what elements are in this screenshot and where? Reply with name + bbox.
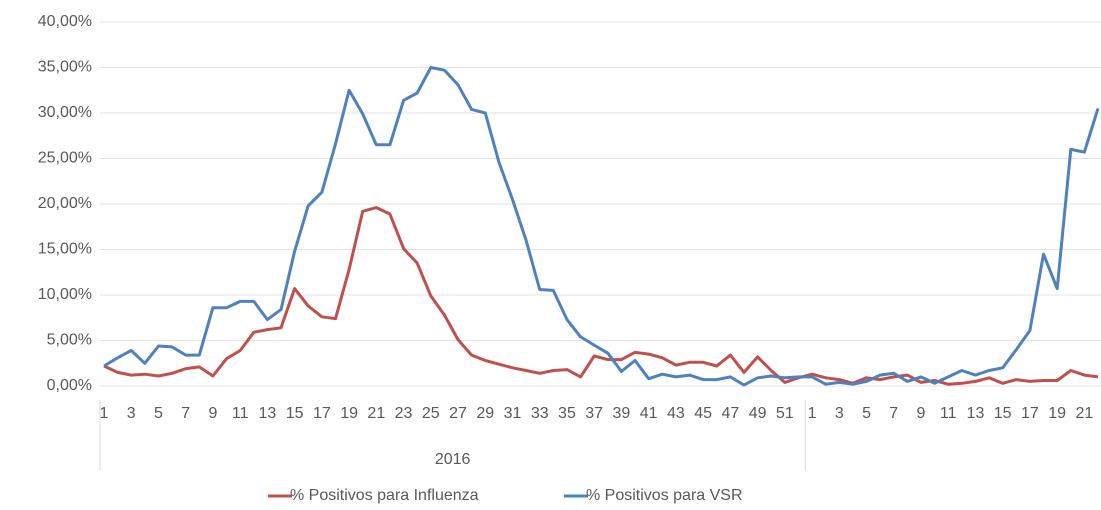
x-tick-label: 29 (476, 405, 494, 422)
y-tick-label: 35,00% (38, 59, 92, 76)
y-tick-label: 20,00% (38, 195, 92, 212)
x-tick-label: 31 (504, 405, 522, 422)
x-tick-label: 43 (667, 405, 685, 422)
x-group-label: 2016 (435, 451, 471, 468)
x-tick-label: 3 (835, 405, 844, 422)
y-tick-label: 15,00% (38, 241, 92, 258)
x-tick-label: 11 (940, 405, 957, 422)
x-tick-label: 37 (585, 405, 603, 422)
x-tick-label: 9 (917, 405, 926, 422)
x-tick-label: 11 (232, 405, 249, 422)
x-tick-label: 7 (889, 405, 898, 422)
x-tick-label: 19 (1048, 405, 1066, 422)
x-tick-label: 15 (286, 405, 304, 422)
x-tick-label: 21 (367, 405, 385, 422)
series-line (103, 66, 1100, 387)
x-tick-label: 45 (694, 405, 712, 422)
y-tick-label: 0,00% (47, 377, 92, 394)
x-tick-label: 51 (776, 405, 794, 422)
y-tick-label: 5,00% (47, 332, 92, 349)
x-tick-label: 1 (808, 405, 817, 422)
x-tick-label: 7 (181, 405, 190, 422)
x-tick-label: 33 (531, 405, 549, 422)
y-tick-label: 30,00% (38, 104, 92, 121)
x-tick-label: 27 (449, 405, 467, 422)
x-tick-label: 23 (395, 405, 413, 422)
x-tick-label: 5 (862, 405, 871, 422)
x-tick-label: 21 (1075, 405, 1093, 422)
y-tick-label: 40,00% (38, 13, 92, 30)
x-tick-label: 1 (100, 405, 109, 422)
y-tick-label: 10,00% (38, 286, 92, 303)
legend-label: % Positivos para Influenza (290, 487, 479, 504)
x-tick-label: 17 (1021, 405, 1039, 422)
x-tick-label: 49 (749, 405, 767, 422)
x-tick-label: 19 (340, 405, 358, 422)
x-tick-label: 9 (208, 405, 217, 422)
x-tick-label: 39 (613, 405, 631, 422)
x-tick-label: 17 (313, 405, 331, 422)
x-tick-label: 47 (721, 405, 739, 422)
x-tick-label: 5 (154, 405, 163, 422)
x-tick-label: 13 (258, 405, 276, 422)
x-tick-label: 15 (994, 405, 1012, 422)
series-line (103, 206, 1099, 386)
x-tick-label: 35 (558, 405, 576, 422)
y-tick-label: 25,00% (38, 150, 92, 167)
x-tick-label: 41 (640, 405, 658, 422)
x-tick-label: 25 (422, 405, 440, 422)
legend-label: % Positivos para VSR (586, 487, 743, 504)
x-tick-label: 13 (967, 405, 985, 422)
x-tick-label: 3 (127, 405, 136, 422)
